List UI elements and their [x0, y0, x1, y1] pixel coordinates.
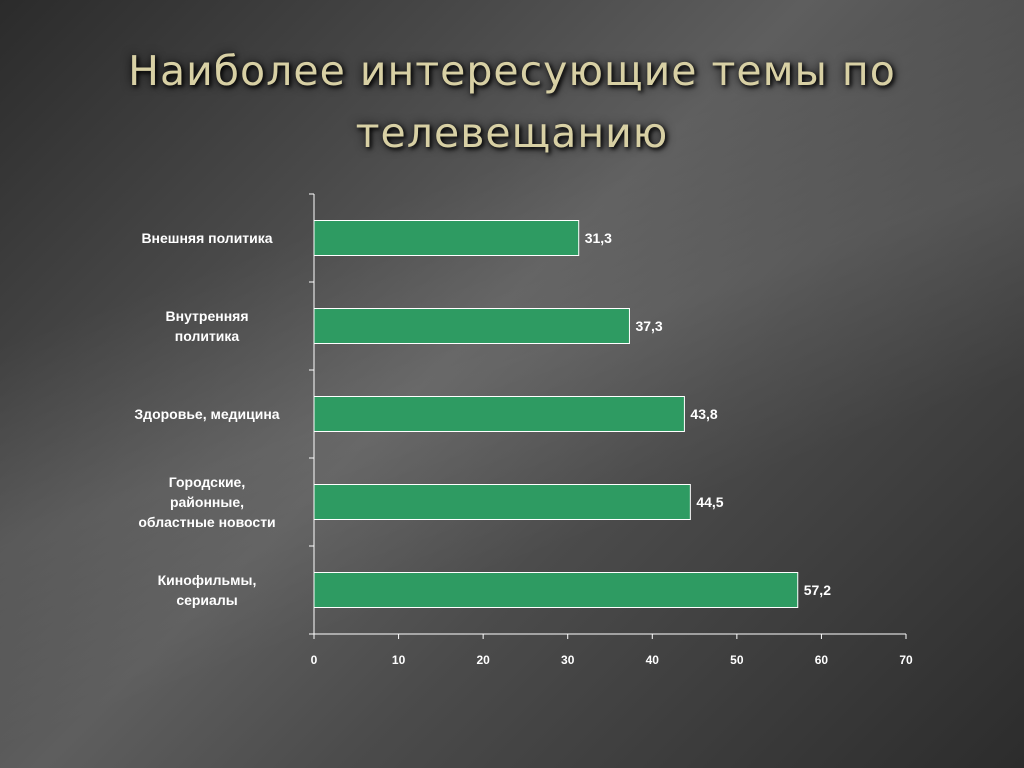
- bar: [313, 484, 691, 520]
- data-label: 57,2: [804, 582, 831, 598]
- x-tick-label: 30: [561, 653, 575, 667]
- category-label-line: сериалы: [176, 592, 237, 608]
- bar: [313, 220, 580, 256]
- category-label: Городские, районные, областные новости: [138, 474, 275, 530]
- slide-title: Наиболее интересующие темы по телевещани…: [128, 47, 896, 157]
- category-label-line: Здоровье, медицина: [134, 406, 279, 422]
- x-tick-label: 0: [311, 653, 318, 667]
- category-label-line: Внутренняя: [166, 308, 249, 324]
- bar: [313, 308, 630, 344]
- x-tick-label: 50: [730, 653, 744, 667]
- data-label: 44,5: [696, 494, 723, 510]
- bar: [313, 572, 799, 608]
- data-label: 43,8: [690, 406, 717, 422]
- category-label-line: политика: [175, 328, 240, 344]
- bar: [313, 396, 685, 432]
- x-tick-label: 40: [646, 653, 660, 667]
- category-label-line: областные новости: [138, 514, 275, 530]
- x-tick-label: 60: [815, 653, 829, 667]
- category-label-line: районные,: [170, 494, 244, 510]
- category-label-line: Городские,: [169, 474, 246, 490]
- category-label: Внутренняя политика: [166, 308, 249, 344]
- x-tick-label: 70: [899, 653, 913, 667]
- category-label: Кинофильмы, сериалы: [158, 572, 257, 608]
- x-tick-label: 10: [392, 653, 406, 667]
- category-label: Здоровье, медицина: [134, 406, 279, 422]
- data-label: 37,3: [635, 318, 662, 334]
- category-label-line: Внешняя политика: [141, 230, 272, 246]
- category-label-line: Кинофильмы,: [158, 572, 257, 588]
- category-label: Внешняя политика: [141, 230, 272, 246]
- data-label: 31,3: [585, 230, 612, 246]
- x-tick-label: 20: [476, 653, 490, 667]
